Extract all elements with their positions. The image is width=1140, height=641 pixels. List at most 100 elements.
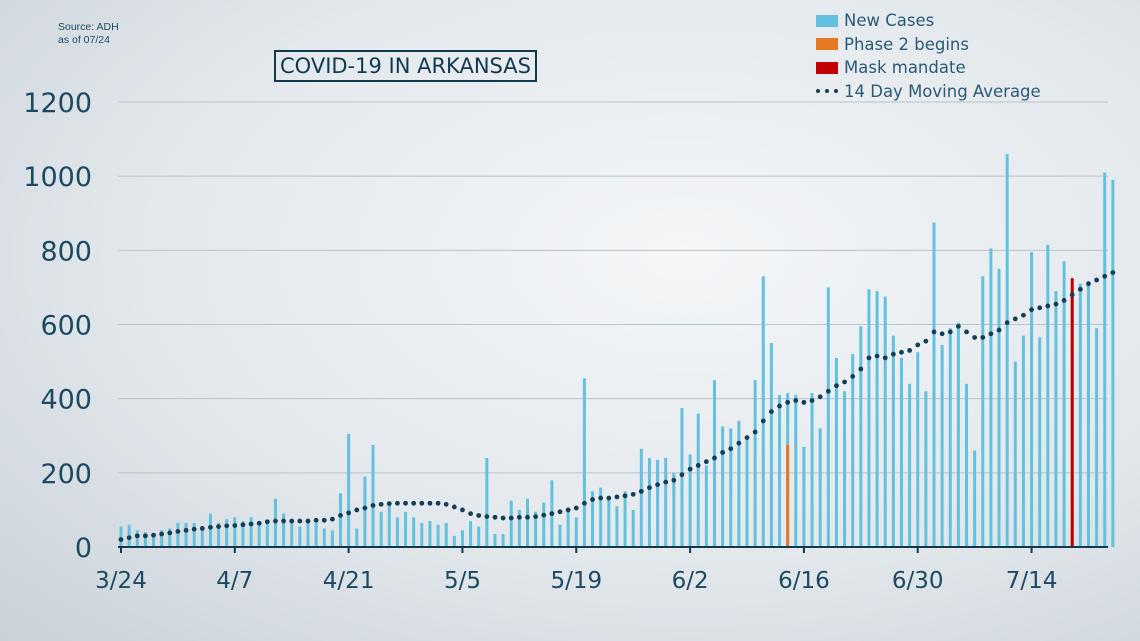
new-cases-bar bbox=[737, 420, 741, 547]
new-cases-bar bbox=[558, 524, 562, 547]
moving-average-point bbox=[777, 403, 782, 409]
legend: New Cases Phase 2 begins Mask mandate 14… bbox=[816, 9, 1041, 103]
moving-average-point bbox=[142, 533, 148, 539]
new-cases-bar bbox=[339, 493, 343, 547]
new-cases-bar bbox=[672, 472, 676, 547]
new-cases-bar bbox=[160, 530, 164, 547]
moving-average-point bbox=[476, 513, 482, 518]
moving-average-point bbox=[614, 494, 620, 500]
moving-average-point bbox=[256, 520, 262, 526]
moving-average-point bbox=[500, 515, 506, 521]
new-cases-bar bbox=[501, 534, 505, 547]
new-cases-bar bbox=[1078, 283, 1082, 547]
moving-average-point bbox=[801, 399, 807, 405]
moving-average-point bbox=[1012, 316, 1018, 322]
new-cases-bar bbox=[745, 435, 749, 547]
new-cases-bar bbox=[769, 343, 773, 547]
y-tick-label: 0 bbox=[75, 533, 92, 564]
legend-swatch-new-cases bbox=[816, 14, 838, 27]
moving-average-point bbox=[695, 463, 701, 468]
new-cases-bar bbox=[404, 511, 408, 547]
new-cases-bar bbox=[363, 476, 367, 547]
new-cases-bar bbox=[444, 522, 448, 547]
moving-average-point bbox=[175, 529, 181, 534]
moving-average-point bbox=[638, 488, 644, 494]
new-cases-bar bbox=[1062, 261, 1066, 547]
moving-average-point bbox=[1037, 305, 1043, 311]
x-tick-label: 5/19 bbox=[550, 568, 602, 594]
new-cases-bar bbox=[1038, 337, 1042, 547]
moving-average-point bbox=[427, 500, 433, 506]
new-cases-bar bbox=[347, 433, 351, 547]
moving-average-point bbox=[118, 537, 124, 542]
moving-average-point bbox=[549, 511, 555, 517]
new-cases-bar bbox=[623, 491, 627, 547]
moving-average-point bbox=[939, 331, 945, 337]
moving-average-point bbox=[126, 535, 132, 541]
new-cases-bar bbox=[152, 535, 156, 547]
new-cases-bar bbox=[542, 502, 546, 547]
legend-label-phase2: Phase 2 begins bbox=[844, 34, 969, 54]
moving-average-point bbox=[1029, 307, 1034, 313]
new-cases-bar bbox=[395, 517, 399, 547]
new-cases-bar bbox=[721, 426, 725, 547]
moving-average-point bbox=[354, 507, 360, 513]
moving-average-point bbox=[687, 466, 693, 472]
new-cases-bar bbox=[208, 513, 212, 547]
moving-average-point bbox=[1077, 286, 1083, 292]
new-cases-bar bbox=[330, 530, 334, 547]
as-of-label: as of 07/24 bbox=[58, 34, 110, 46]
moving-average-point bbox=[321, 517, 327, 523]
moving-average-point bbox=[264, 519, 270, 525]
new-cases-bar bbox=[867, 289, 871, 547]
new-cases-bar bbox=[176, 522, 180, 547]
x-tick-label: 6/30 bbox=[892, 568, 944, 594]
moving-average-point bbox=[541, 512, 547, 518]
new-cases-bar bbox=[948, 328, 952, 547]
moving-average-point bbox=[386, 501, 392, 507]
moving-average-point bbox=[996, 327, 1002, 333]
moving-average-point bbox=[728, 446, 734, 452]
moving-average-point bbox=[468, 511, 473, 517]
moving-average-point bbox=[329, 516, 335, 522]
new-cases-bar bbox=[753, 380, 757, 547]
moving-average-point bbox=[208, 524, 213, 530]
moving-average-point bbox=[712, 455, 717, 461]
moving-average-point bbox=[955, 323, 961, 329]
new-cases-bar bbox=[290, 519, 294, 547]
new-cases-bar bbox=[217, 522, 221, 547]
source-note: Source: ADH as of 07/24 bbox=[58, 21, 119, 47]
moving-average-point bbox=[1061, 297, 1067, 303]
moving-average-point bbox=[931, 329, 937, 335]
moving-average-point bbox=[159, 531, 165, 537]
new-cases-bar bbox=[168, 528, 172, 547]
new-cases-bar bbox=[1111, 179, 1115, 547]
moving-average-point bbox=[411, 500, 417, 506]
moving-average-point bbox=[793, 398, 799, 403]
new-cases-bar bbox=[1095, 328, 1099, 547]
legend-item-mask: Mask mandate bbox=[816, 56, 1041, 80]
moving-average-point bbox=[736, 440, 742, 446]
moving-average-point bbox=[362, 505, 368, 511]
new-cases-bar bbox=[607, 498, 611, 547]
new-cases-bar bbox=[1030, 252, 1034, 547]
new-cases-bar bbox=[826, 287, 830, 547]
y-tick-label: 600 bbox=[40, 311, 92, 342]
new-cases-bar bbox=[631, 509, 635, 547]
moving-average-point bbox=[915, 342, 921, 348]
moving-average-point bbox=[338, 513, 343, 518]
moving-average-point bbox=[1110, 270, 1116, 275]
moving-average-point bbox=[858, 366, 864, 372]
new-cases-bar bbox=[582, 378, 586, 547]
moving-average-point bbox=[703, 459, 709, 465]
new-cases-bar bbox=[794, 394, 798, 547]
x-tick-label: 4/21 bbox=[323, 568, 375, 594]
new-cases-bar bbox=[436, 524, 440, 547]
new-cases-bar bbox=[135, 530, 139, 547]
new-cases-bar bbox=[517, 509, 521, 547]
moving-average-point bbox=[313, 517, 319, 523]
new-cases-bar bbox=[265, 521, 269, 547]
new-cases-bar bbox=[282, 513, 286, 547]
moving-average-point bbox=[598, 495, 604, 501]
legend-swatch-mask bbox=[816, 61, 838, 74]
